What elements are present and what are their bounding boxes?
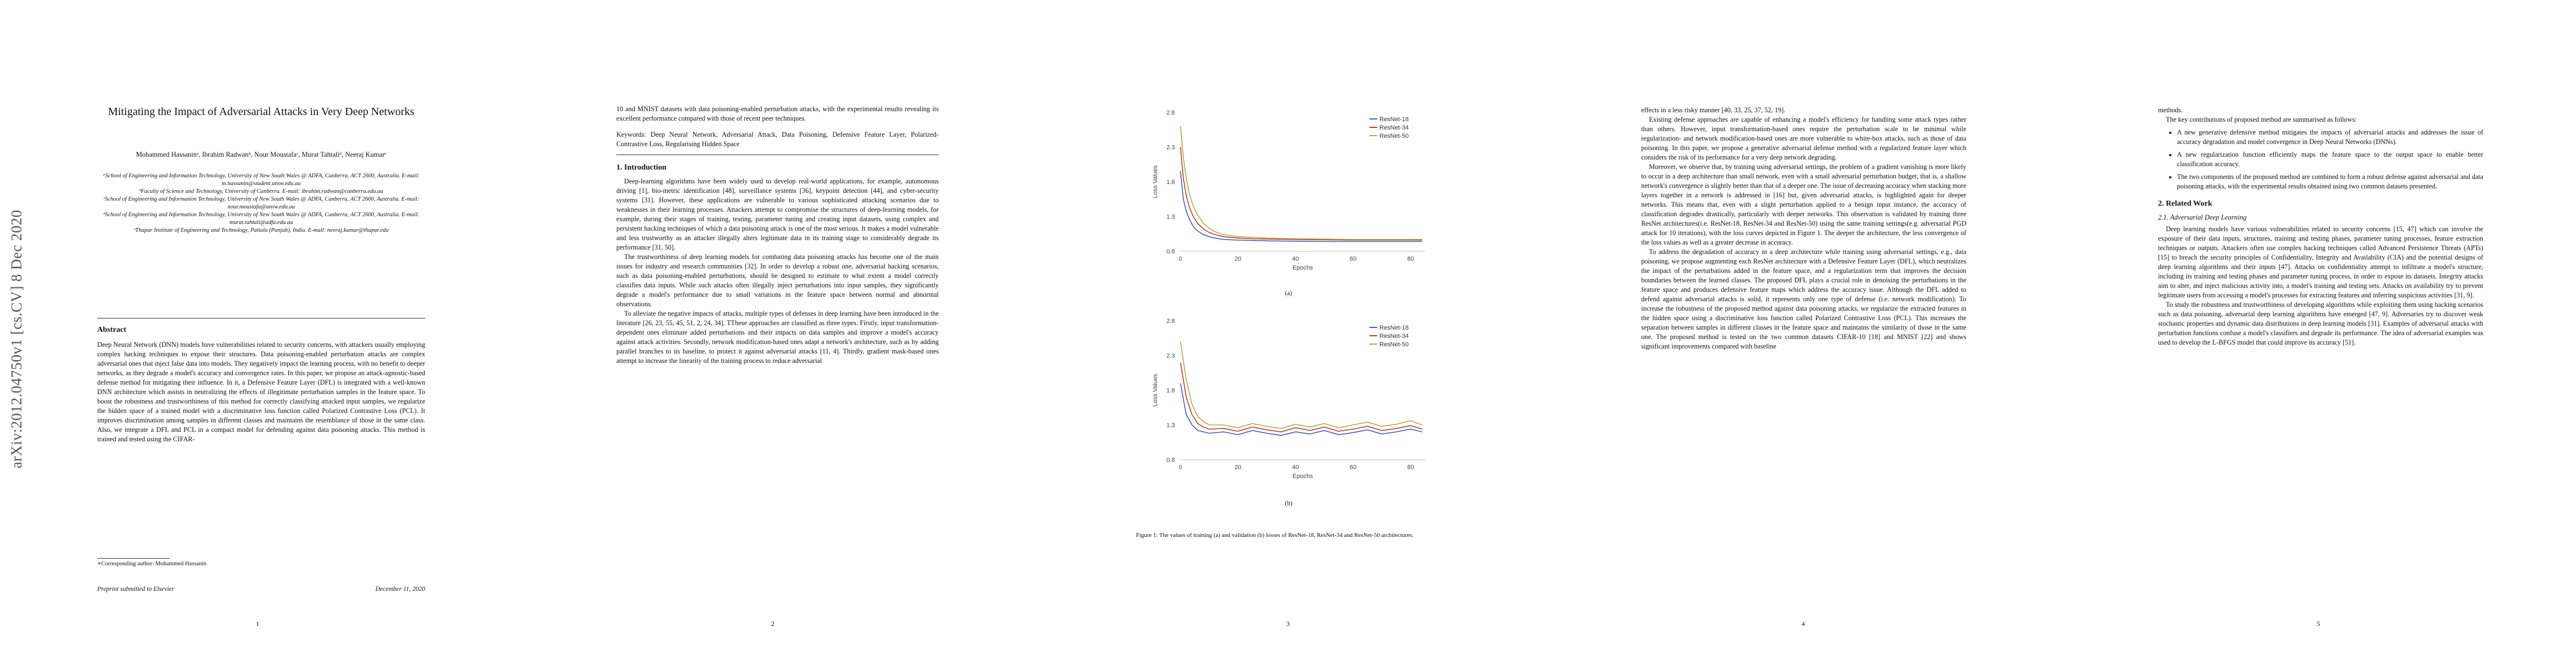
page-number: 4 [1801,620,1805,628]
paragraph: The key contributions of proposed method… [2166,116,2357,123]
x-tick-label: 60 [1349,256,1356,262]
paragraph: Deep-learning algorithms have been widel… [616,177,939,251]
affiliation-d: ᵈSchool of Engineering and Information T… [103,212,420,226]
y-tick-label: 1.8 [1167,179,1175,186]
legend-entry: ResNet-34 [1379,125,1409,131]
page-number: 3 [1286,620,1290,628]
paragraph: To alleviate the negative impacts of att… [616,310,939,365]
paper-title: Mitigating the Impact of Adversarial Att… [108,106,415,118]
legend-entry: ResNet-34 [1379,333,1409,340]
page-4-column: effects in a less risky manner [40, 33, … [1641,106,1966,351]
y-axis-label: Loss Values [1152,165,1159,198]
figure-caption: Figure 1: The values of training (a) and… [1136,532,1414,539]
affiliation-a: ᵃSchool of Engineering and Information T… [103,173,420,187]
y-tick-label: 2.8 [1167,318,1175,325]
series-line-resnet-18 [1180,383,1422,436]
page-1: arXiv:2012.04750v1 [cs.CV] 8 Dec 2020 Mi… [0,0,515,667]
series-line-resnet-50 [1180,341,1423,429]
paragraph: The trustworthiness of deep learning mod… [616,253,939,308]
list-item: The two components of the proposed metho… [2177,172,2483,191]
keywords: Keywords: Deep Neural Network, Adversari… [616,131,939,148]
series-line-resnet-18 [1180,171,1422,242]
page-2-column: 10 and MNIST datasets with data poisonin… [616,104,939,366]
page-4: effects in a less risky manner [40, 33, … [1546,0,2061,667]
abstract-heading: Abstract [97,326,127,334]
x-tick-label: 40 [1292,464,1299,471]
subfigure-label-a: (a) [1285,290,1292,297]
list-item: A new regularization function efficientl… [2177,150,2483,169]
x-axis-label: Epochs [1293,265,1313,271]
legend-entry: ResNet-50 [1379,133,1409,140]
footnote: ∗Corresponding author: Mohammed Hassanin [97,561,207,567]
paragraph: methods. [2158,106,2183,114]
x-axis-label: Epochs [1293,473,1313,480]
arxiv-stamp: arXiv:2012.04750v1 [cs.CV] 8 Dec 2020 [8,210,25,469]
subfigure-label-b: (b) [1285,500,1293,507]
x-tick-label: 0 [1179,464,1182,471]
page-number: 1 [256,620,260,628]
contribution-list: A new generative defensive method mitiga… [2168,128,2483,191]
y-tick-label: 1.8 [1167,387,1175,394]
affiliations: ᵃSchool of Engineering and Information T… [97,172,425,235]
y-axis-label: Loss Values [1152,374,1159,407]
x-tick-label: 40 [1292,256,1299,262]
page-3: 0.8 1.3 1.8 2.3 2.8 0 20 40 60 80 Epochs Loss Value… [1030,0,1546,667]
legend-entry: ResNet-50 [1379,341,1409,348]
paragraph: Deep learning models have various vulner… [2158,225,2483,299]
x-tick-label: 80 [1407,464,1414,471]
section-heading: 1. Introduction [616,163,666,172]
abstract-continuation: 10 and MNIST datasets with data poisonin… [616,105,939,122]
paragraph: Moreover, we observe that, by training u… [1641,163,1966,246]
y-tick-label: 2.8 [1167,109,1175,116]
y-tick-label: 2.3 [1167,145,1175,151]
affiliation-c: ᶜSchool of Engineering and Information T… [103,196,420,210]
y-tick-label: 0.8 [1167,457,1175,464]
list-item: A new generative defensive method mitiga… [2177,128,2483,147]
training-loss-chart: 0.8 1.3 1.8 2.3 2.8 0 20 40 60 80 Epochs Loss Value… [1152,109,1425,271]
paragraph: To address the degradation of accuracy i… [1641,248,1966,350]
paragraph: To study the robustness and trustworthin… [2158,301,2483,346]
validation-loss-chart: 0.8 1.3 1.8 2.3 2.8 0 20 40 60 80 Epochs Loss Value… [1152,318,1425,480]
legend-entry: ResNet-18 [1379,116,1409,123]
x-tick-label: 60 [1349,464,1356,471]
section-heading: 2. Related Work [2158,200,2213,208]
abstract-text: Deep Neural Network (DNN) models have vu… [97,341,425,443]
y-tick-label: 0.8 [1167,248,1175,255]
x-tick-label: 80 [1407,256,1414,262]
author-list: Mohammed Hassaninᵃ, Ibrahim Radwanᵇ, Nou… [136,151,387,158]
page-2: 10 and MNIST datasets with data poisonin… [515,0,1030,667]
footnote-rule [97,558,170,559]
subsection-heading: 2.1. Adversarial Deep Learning [2158,213,2247,221]
y-tick-label: 2.3 [1167,353,1175,360]
x-tick-label: 20 [1234,256,1241,262]
x-tick-label: 20 [1234,464,1241,471]
affiliation-e: ᵉThapar Institute of Engineering and Tec… [133,227,389,233]
page-5: methods. The key contributions of propos… [2061,0,2576,667]
series-line-resnet-34 [1180,362,1423,432]
preprint-date: December 11, 2020 [375,586,425,593]
series-line-resnet-34 [1180,147,1422,241]
paragraph: Existing defense approaches are capable … [1641,116,1966,161]
page-5-column: methods. The key contributions of propos… [2158,106,2483,347]
paragraph: effects in a less risky manner [40, 33, … [1641,106,1786,114]
legend-entry: ResNet-18 [1379,325,1409,331]
page-number: 5 [2316,620,2320,628]
page-number: 2 [771,620,775,628]
y-tick-label: 1.3 [1167,214,1175,221]
series-line-resnet-50 [1180,126,1422,240]
x-tick-label: 0 [1179,256,1182,262]
y-tick-label: 1.3 [1167,422,1175,429]
affiliation-b: ᵇFaculty of Science and Technology, Univ… [139,188,383,195]
preprint-note: Preprint submitted to Elsevier [97,586,175,593]
